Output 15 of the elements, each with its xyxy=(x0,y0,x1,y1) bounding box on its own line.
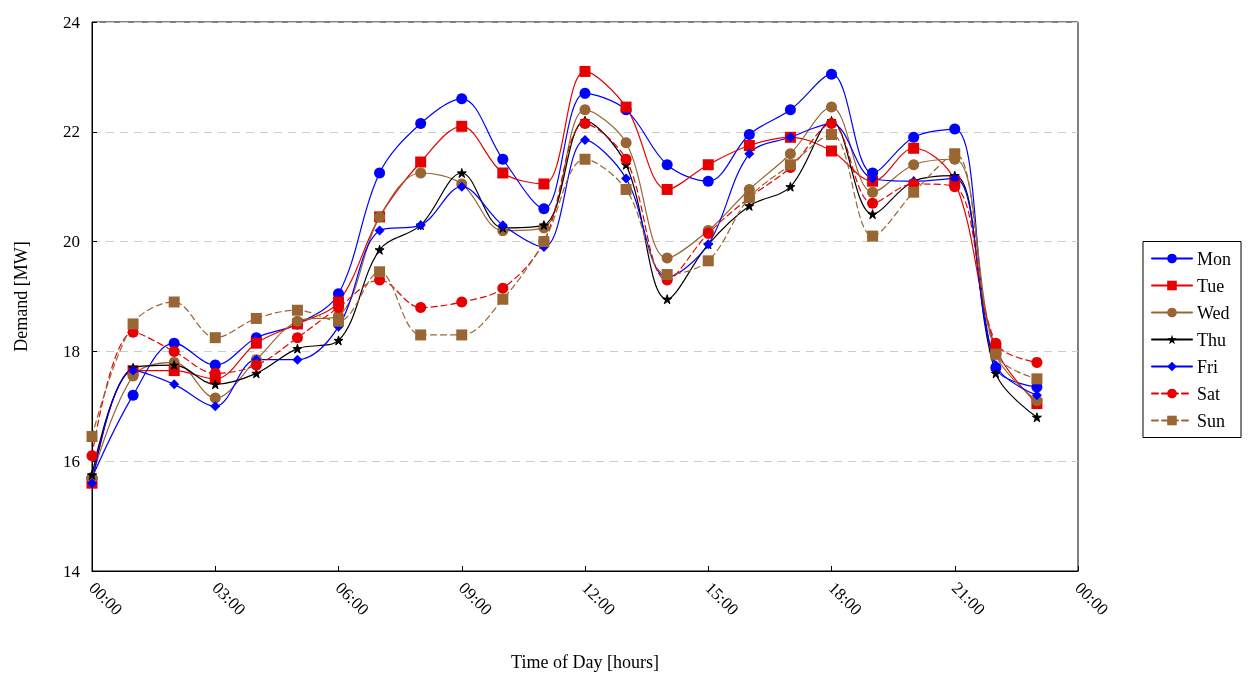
y-axis-title: Demand [MW] xyxy=(11,241,31,352)
legend-label: Tue xyxy=(1197,275,1225,296)
y-tick-label: 22 xyxy=(63,122,80,142)
y-tick-label: 24 xyxy=(63,12,81,32)
legend-label: Wed xyxy=(1197,302,1230,323)
y-tick-label: 16 xyxy=(63,451,80,471)
y-tick-label: 14 xyxy=(63,561,81,581)
legend-label: Fri xyxy=(1197,356,1219,377)
y-tick-label: 20 xyxy=(63,232,80,252)
legend-label: Sun xyxy=(1197,410,1226,431)
legend-label: Mon xyxy=(1197,248,1232,269)
legend-label: Sat xyxy=(1197,383,1221,404)
x-axis-title: Time of Day [hours] xyxy=(511,652,659,672)
legend-label: Thu xyxy=(1197,329,1226,350)
y-tick-label: 18 xyxy=(63,341,80,361)
